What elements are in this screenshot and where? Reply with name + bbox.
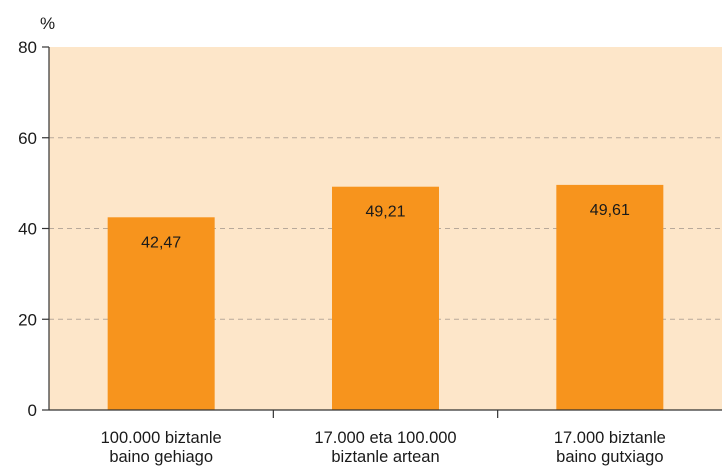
y-tick-label: 40: [18, 220, 37, 239]
bar: [107, 217, 215, 410]
category-label: baino gutxiago: [556, 448, 663, 466]
y-tick-label: 60: [18, 129, 37, 148]
y-tick-label: 0: [28, 401, 37, 420]
data-labels: 42,47 49,21 49,61: [141, 202, 630, 251]
bars: [107, 184, 664, 410]
y-unit-label: %: [40, 14, 55, 33]
data-label: 49,21: [365, 204, 405, 221]
category-label: 100.000 biztanle: [101, 429, 222, 447]
category-label: 17.000 eta 100.000: [314, 429, 456, 447]
y-tick-labels: 0 20 40 60 80: [18, 38, 37, 420]
data-label: 42,47: [141, 234, 181, 251]
category-label: baino gehiago: [109, 448, 213, 466]
y-tick-label: 80: [18, 38, 37, 57]
axes: [42, 46, 722, 418]
data-label: 49,61: [590, 202, 630, 219]
y-tick-label: 20: [18, 310, 37, 329]
bar: [556, 184, 664, 410]
category-label: biztanle artean: [331, 448, 439, 466]
bar: [332, 186, 439, 410]
category-label: 17.000 biztanle: [554, 429, 666, 447]
